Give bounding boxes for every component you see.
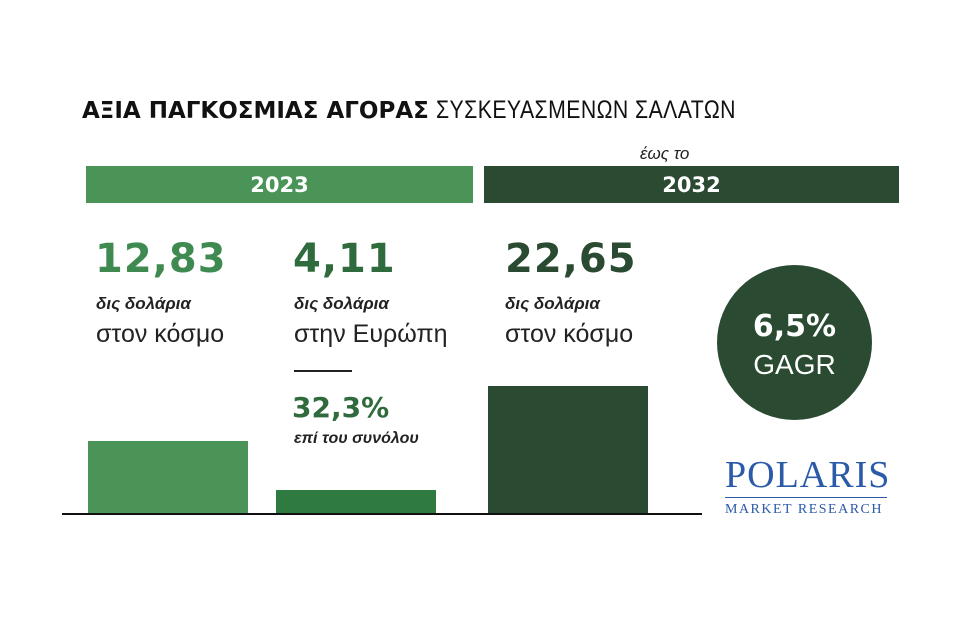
logo-subtitle: MARKET RESEARCH: [725, 502, 883, 517]
year-band-2023: 2023: [86, 166, 473, 203]
until-label: έως το: [640, 144, 690, 163]
stat-value-europe-2023: 4,11: [293, 236, 396, 282]
stat-unit: δις δολάρια: [505, 294, 600, 313]
stat-value-world-2032: 22,65: [505, 236, 637, 282]
stat-place: στον κόσμο: [505, 320, 634, 348]
title-rest: ΣΥΣΚΕΥΑΣΜΕΝΩΝ ΣΑΛΑΤΩΝ: [436, 96, 737, 124]
chart-baseline: [62, 513, 702, 515]
divider: [294, 370, 352, 372]
cagr-label: GAGR: [753, 349, 836, 380]
stat-value-world-2023: 12,83: [95, 236, 227, 282]
cagr-badge: 6,5% GAGR: [717, 265, 872, 420]
polaris-logo: POLARIS MARKET RESEARCH: [725, 454, 891, 518]
logo-name: POLARIS: [725, 454, 891, 496]
bar-1: [88, 441, 248, 513]
stat-place: στον κόσμο: [96, 320, 225, 348]
bar-3: [488, 386, 648, 513]
page-title: ΑΞΙΑ ΠΑΓΚΟΣΜΙΑΣ ΑΓΟΡΑΣ ΣΥΣΚΕΥΑΣΜΕΝΩΝ ΣΑΛ…: [82, 96, 789, 125]
share-value: 32,3%: [292, 391, 390, 424]
title-bold: ΑΞΙΑ ΠΑΓΚΟΣΜΙΑΣ ΑΓΟΡΑΣ: [82, 98, 429, 124]
stat-place: στην Ευρώπη: [294, 320, 448, 348]
logo-divider: [725, 497, 887, 498]
bar-2: [276, 489, 436, 513]
year-band-2032: 2032: [484, 166, 899, 203]
cagr-value: 6,5%: [752, 309, 837, 344]
stat-unit: δις δολάρια: [96, 294, 191, 313]
share-label: επί του συνόλου: [294, 430, 419, 447]
stat-unit: δις δολάρια: [294, 294, 389, 313]
